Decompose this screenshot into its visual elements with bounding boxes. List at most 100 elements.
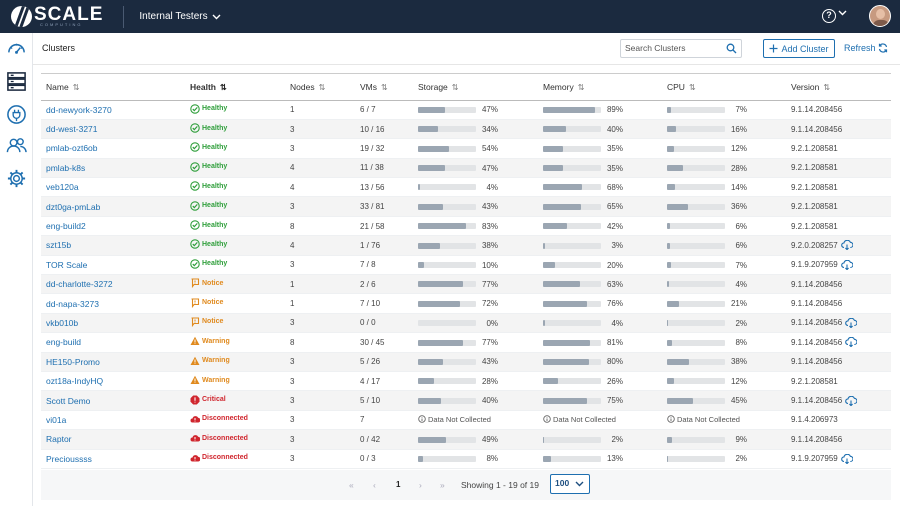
column-header-name[interactable]: Name ⇅ [41, 74, 185, 101]
cloud-update-icon[interactable] [840, 453, 853, 464]
cluster-name-link[interactable]: Raptor [41, 429, 185, 450]
health-label: Notice [202, 299, 224, 307]
add-cluster-button[interactable]: Add Cluster [763, 39, 835, 58]
table-row[interactable]: ozt18a-IndyHQ Warning 3 4 / 17 28% 26% 12% 9.2.… [41, 371, 891, 392]
cloud-update-icon[interactable] [845, 317, 858, 328]
sort-icon[interactable]: ⇅ [451, 82, 459, 92]
table-row[interactable]: HE150-Promo Warning 3 5 / 26 43% 80% 38% 9.1.14… [41, 352, 891, 372]
cluster-name-link[interactable]: dzt0ga-pmLab [41, 196, 185, 217]
search-input[interactable]: Search Clusters [620, 39, 742, 58]
last-page-button[interactable]: » [440, 480, 445, 490]
cloud-update-icon[interactable] [845, 395, 858, 406]
cpu-cell: 38% [662, 352, 786, 372]
refresh-button[interactable]: Refresh [844, 43, 888, 53]
sort-icon[interactable]: ⇅ [318, 82, 326, 92]
column-header-nodes[interactable]: Nodes ⇅ [285, 74, 355, 101]
cluster-name-link[interactable]: vkb010b [41, 313, 185, 334]
warning-triangle-icon [190, 375, 200, 385]
cluster-name-link[interactable]: pmlab-k8s [41, 158, 185, 179]
cluster-name-link[interactable]: dd-newyork-3270 [41, 100, 185, 120]
cluster-name-link[interactable]: vi01a [41, 410, 185, 431]
sort-icon[interactable]: ⇅ [688, 82, 696, 92]
column-header-version[interactable]: Version ⇅ [786, 74, 891, 101]
tenant-selector[interactable]: Internal Testers [139, 11, 221, 22]
table-row[interactable]: Precioussss Disconnected 3 0 / 3 8% 13% 2% 9.1.… [41, 449, 891, 469]
memory-usage-percent: 63% [606, 279, 623, 289]
cluster-name-link[interactable]: dd-charlotte-3272 [41, 274, 185, 295]
column-header-health[interactable]: Health ⇅ [185, 74, 285, 101]
table-row[interactable]: TOR Scale Healthy 3 7 / 8 10% 20% 7% 9.1.9.2079… [41, 255, 891, 276]
sort-icon[interactable]: ⇅ [577, 82, 585, 92]
storage-usage-fill [418, 145, 450, 152]
plug-icon[interactable] [6, 104, 27, 125]
table-row[interactable]: szt15b Healthy 4 1 / 76 38% 3% 6% 9.2.0.208257 [41, 235, 891, 256]
vms-cell: 6 / 7 [355, 100, 413, 120]
cluster-name-link[interactable]: Scott Demo [41, 390, 185, 411]
help-icon[interactable]: ? [822, 9, 836, 23]
cluster-name-link[interactable]: szt15b [41, 235, 185, 256]
table-row[interactable]: dd-newyork-3270 Healthy 1 6 / 7 47% 89% 7% 9.1.… [41, 100, 891, 120]
cluster-name-link[interactable]: ozt18a-IndyHQ [41, 371, 185, 392]
logo-text: SCALE [34, 4, 104, 25]
cluster-name-link[interactable]: veb120a [41, 177, 185, 198]
dashboard-gauge-icon[interactable] [6, 38, 27, 59]
version-cell: 9.2.0.208257 [786, 235, 891, 256]
table-row[interactable]: vi01a Disconnected 3 7 Data Not Collected Dat… [41, 410, 891, 431]
sort-ascending-icon[interactable]: ⇅ [219, 82, 227, 92]
page-size-select[interactable]: 100 [550, 474, 590, 494]
cluster-name-link[interactable]: dd-napa-3273 [41, 293, 185, 314]
first-page-button[interactable]: « [349, 480, 354, 490]
nodes-cell: 3 [285, 371, 355, 392]
column-header-storage[interactable]: Storage ⇅ [413, 74, 538, 101]
table-row[interactable]: dd-charlotte-3272 Notice 1 2 / 6 77% 63% 4% 9.1… [41, 274, 891, 295]
logo[interactable]: SCALE COMPUTING [11, 0, 103, 33]
health-cell: Notice [185, 274, 285, 295]
version-cell: 9.2.1.208581 [786, 196, 891, 217]
column-header-cpu[interactable]: CPU ⇅ [662, 74, 786, 101]
cluster-name-link[interactable]: HE150-Promo [41, 352, 185, 372]
table-row[interactable]: eng-build2 Healthy 8 21 / 58 83% 42% 6% 9.2.1.2… [41, 216, 891, 237]
table-row[interactable]: dzt0ga-pmLab Healthy 3 33 / 81 43% 65% 36% 9.2.… [41, 196, 891, 217]
sort-icon[interactable]: ⇅ [381, 82, 388, 92]
version-label: 9.1.9.207959 [791, 454, 838, 464]
search-icon[interactable] [726, 43, 737, 54]
chevron-down-icon[interactable] [838, 10, 847, 16]
cluster-name-link[interactable]: pmlab-ozt6ob [41, 138, 185, 159]
table-row[interactable]: vkb010b Notice 3 0 / 0 0% 4% 2% 9.1.14.208456 [41, 313, 891, 334]
table-row[interactable]: Scott Demo Critical 3 5 / 10 40% 75% 45% 9.1.14… [41, 390, 891, 411]
version-cell: 9.1.14.208456 [786, 429, 891, 450]
cluster-name-link[interactable]: Precioussss [41, 449, 185, 469]
cluster-name-link[interactable]: dd-west-3271 [41, 119, 185, 140]
table-row[interactable]: veb120a Healthy 4 13 / 56 4% 68% 14% 9.2.1.2085… [41, 177, 891, 198]
column-header-memory[interactable]: Memory ⇅ [538, 74, 662, 101]
memory-cell: 68% [538, 177, 662, 198]
storage-cell: 83% [413, 216, 538, 237]
memory-usage-fill [543, 455, 551, 462]
clusters-server-icon[interactable] [6, 71, 27, 92]
avatar[interactable] [869, 5, 891, 27]
sort-icon[interactable]: ⇅ [72, 82, 80, 92]
table-row[interactable]: dd-west-3271 Healthy 3 10 / 16 34% 40% 16% 9.1.… [41, 119, 891, 140]
table-row[interactable]: dd-napa-3273 Notice 1 7 / 10 72% 76% 21% 9.1.14… [41, 293, 891, 314]
next-page-button[interactable]: › [419, 480, 422, 490]
cloud-update-icon[interactable] [840, 259, 853, 270]
table-row[interactable]: pmlab-ozt6ob Healthy 3 19 / 32 54% 35% 12% 9.2.… [41, 138, 891, 159]
users-icon[interactable] [6, 135, 27, 156]
cluster-name-link[interactable]: eng-build2 [41, 216, 185, 237]
version-cell: 9.1.14.208456 [786, 352, 891, 372]
table-row[interactable]: eng-build Warning 8 30 / 45 77% 81% 8% 9.1.14.2… [41, 332, 891, 353]
cluster-name-link[interactable]: eng-build [41, 332, 185, 353]
cpu-usage-bar [667, 145, 725, 152]
table-row[interactable]: Raptor Disconnected 3 0 / 42 49% 2% 9% 9.1.14.2… [41, 429, 891, 450]
cluster-name-link[interactable]: TOR Scale [41, 255, 185, 276]
cloud-update-icon[interactable] [845, 337, 858, 348]
column-header-vms[interactable]: VMs ⇅ [355, 74, 413, 101]
cloud-update-icon[interactable] [840, 240, 853, 251]
prev-page-button[interactable]: ‹ [373, 480, 376, 490]
current-page[interactable]: 1 [396, 480, 401, 489]
table-row[interactable]: pmlab-k8s Healthy 4 11 / 38 47% 35% 28% 9.2.1.2… [41, 158, 891, 179]
sort-icon[interactable]: ⇅ [823, 82, 831, 92]
gear-icon[interactable] [6, 168, 27, 189]
health-label: Disconnected [202, 434, 248, 442]
health-status: Warning [190, 356, 230, 366]
